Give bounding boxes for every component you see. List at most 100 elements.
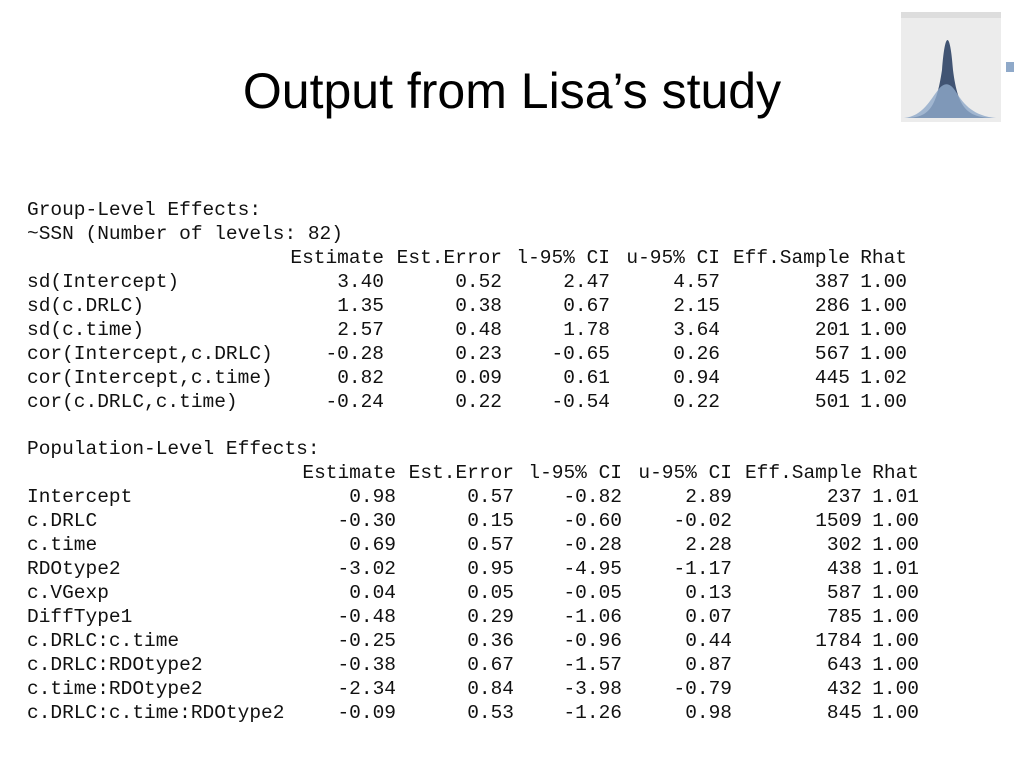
cell: -3.02 <box>337 558 396 580</box>
cell: -0.30 <box>337 510 396 532</box>
cell: 438 <box>826 558 862 580</box>
column-header: Estimate <box>302 462 396 484</box>
cell: 1.00 <box>872 582 919 604</box>
cell: -0.60 <box>563 510 622 532</box>
cell: -0.28 <box>325 343 384 365</box>
row-label: cor(Intercept,c.time) <box>27 367 273 389</box>
cell: 501 <box>814 391 850 413</box>
cell: 567 <box>814 343 850 365</box>
cell: 0.52 <box>455 271 502 293</box>
column-header: l-95% CI <box>516 247 610 269</box>
cell: -0.82 <box>563 486 622 508</box>
cell: -0.24 <box>325 391 384 413</box>
row-label: c.DRLC:c.time <box>27 630 180 652</box>
cell: 1.35 <box>337 295 384 317</box>
cell: 0.94 <box>673 367 720 389</box>
cell: 2.47 <box>563 271 610 293</box>
cell: -0.96 <box>563 630 622 652</box>
cell: 1.00 <box>860 319 907 341</box>
column-header: Eff.Sample <box>732 247 850 269</box>
cell: -0.28 <box>563 534 622 556</box>
plot-strip <box>901 12 1001 18</box>
row-label: c.VGexp <box>27 582 109 604</box>
cell: 1.00 <box>872 654 919 676</box>
cell: 0.23 <box>455 343 502 365</box>
section-subheading: ~SSN (Number of levels: 82) <box>27 223 343 245</box>
cell: 2.89 <box>685 486 732 508</box>
cell: -0.02 <box>673 510 732 532</box>
row-label: DiffType1 <box>27 606 133 628</box>
cell: 302 <box>826 534 862 556</box>
cell: 1.00 <box>872 630 919 652</box>
cell: 1.02 <box>860 367 907 389</box>
cell: 237 <box>826 486 862 508</box>
cell: -1.17 <box>673 558 732 580</box>
row-label: c.DRLC:RDOtype2 <box>27 654 203 676</box>
cell: 0.95 <box>467 558 514 580</box>
section-heading: Population-Level Effects: <box>27 438 320 460</box>
row-label: c.time <box>27 534 98 556</box>
cell: 0.44 <box>685 630 732 652</box>
cell: 845 <box>826 702 862 724</box>
cell: -0.48 <box>337 606 396 628</box>
thumbnail-plot <box>901 12 1014 122</box>
cell: 0.48 <box>455 319 502 341</box>
cell: 1.00 <box>872 702 919 724</box>
cell: 0.57 <box>467 486 514 508</box>
cell: 0.22 <box>455 391 502 413</box>
cell: 0.98 <box>349 486 396 508</box>
cell: 0.82 <box>337 367 384 389</box>
cell: 0.07 <box>685 606 732 628</box>
cell: -0.05 <box>563 582 622 604</box>
cell: 432 <box>826 678 862 700</box>
row-label: sd(c.DRLC) <box>27 295 145 317</box>
density <box>904 40 996 118</box>
cell: 201 <box>814 319 850 341</box>
cell: 0.04 <box>349 582 396 604</box>
cell: -0.54 <box>551 391 610 413</box>
cell: 0.84 <box>467 678 514 700</box>
cell: 1.00 <box>872 678 919 700</box>
cell: 0.67 <box>467 654 514 676</box>
cell: -0.09 <box>337 702 396 724</box>
column-header: Est.Error <box>396 247 502 269</box>
section-heading: Group-Level Effects: <box>27 199 262 221</box>
cell: -1.06 <box>563 606 622 628</box>
cell: 1509 <box>815 510 862 532</box>
legend-key <box>1006 62 1014 72</box>
column-header: Eff.Sample <box>744 462 862 484</box>
cell: 0.15 <box>467 510 514 532</box>
row-label: c.time:RDOtype2 <box>27 678 203 700</box>
column-header: Est.Error <box>408 462 514 484</box>
slide-title: Output from Lisa’s study <box>242 63 782 119</box>
cell: 0.26 <box>673 343 720 365</box>
cell: 1.00 <box>860 343 907 365</box>
column-header: l-95% CI <box>528 462 622 484</box>
cell: 0.61 <box>563 367 610 389</box>
cell: 3.64 <box>673 319 720 341</box>
density <box>904 84 996 118</box>
cell: 1.00 <box>872 534 919 556</box>
cell: 0.05 <box>467 582 514 604</box>
cell: 445 <box>814 367 850 389</box>
cell: 785 <box>826 606 862 628</box>
column-header: Estimate <box>290 247 384 269</box>
cell: -3.98 <box>563 678 622 700</box>
cell: 1.01 <box>872 486 919 508</box>
cell: 387 <box>814 271 850 293</box>
cell: -0.79 <box>673 678 732 700</box>
cell: 1.78 <box>563 319 610 341</box>
cell: -2.34 <box>337 678 396 700</box>
cell: 1.00 <box>860 295 907 317</box>
column-header: Rhat <box>860 247 907 269</box>
row-label: cor(Intercept,c.DRLC) <box>27 343 273 365</box>
cell: 0.22 <box>673 391 720 413</box>
cell: 643 <box>826 654 862 676</box>
cell: 2.15 <box>673 295 720 317</box>
row-label: sd(c.time) <box>27 319 145 341</box>
cell: 1.01 <box>872 558 919 580</box>
cell: -0.38 <box>337 654 396 676</box>
cell: 1.00 <box>860 391 907 413</box>
cell: 0.87 <box>685 654 732 676</box>
